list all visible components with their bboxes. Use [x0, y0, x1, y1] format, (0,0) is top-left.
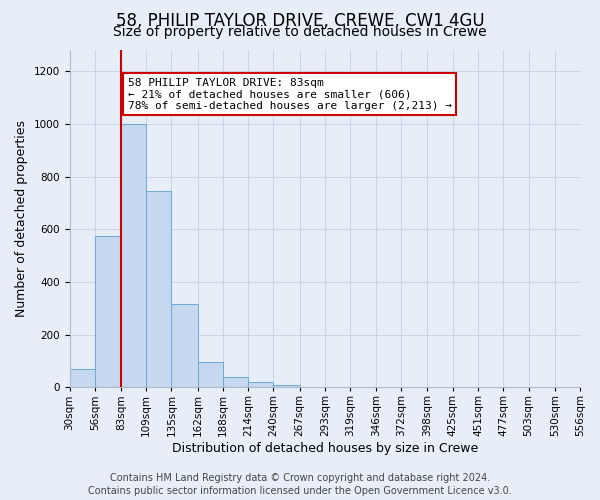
Bar	[146, 191, 172, 388]
Bar	[223, 377, 248, 388]
Bar	[172, 304, 197, 388]
Bar	[248, 382, 274, 388]
Y-axis label: Number of detached properties: Number of detached properties	[15, 120, 28, 317]
Bar	[274, 384, 299, 388]
X-axis label: Distribution of detached houses by size in Crewe: Distribution of detached houses by size …	[172, 442, 478, 455]
Bar	[70, 369, 95, 388]
Text: Contains HM Land Registry data © Crown copyright and database right 2024.
Contai: Contains HM Land Registry data © Crown c…	[88, 473, 512, 496]
Bar	[197, 362, 223, 388]
Bar	[121, 124, 146, 388]
Bar	[95, 236, 121, 388]
Text: 58 PHILIP TAYLOR DRIVE: 83sqm
← 21% of detached houses are smaller (606)
78% of : 58 PHILIP TAYLOR DRIVE: 83sqm ← 21% of d…	[128, 78, 452, 111]
Text: 58, PHILIP TAYLOR DRIVE, CREWE, CW1 4GU: 58, PHILIP TAYLOR DRIVE, CREWE, CW1 4GU	[116, 12, 484, 30]
Text: Size of property relative to detached houses in Crewe: Size of property relative to detached ho…	[113, 25, 487, 39]
